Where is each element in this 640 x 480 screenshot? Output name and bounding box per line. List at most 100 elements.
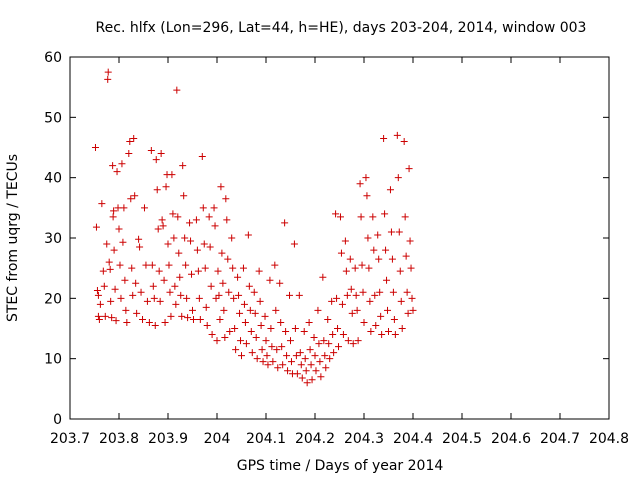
data-point [329,331,337,339]
data-point [145,318,153,326]
data-point [297,361,305,369]
data-point [360,318,368,326]
data-point [135,235,143,243]
data-point [377,312,385,320]
data-point [168,171,176,179]
data-point [215,291,223,299]
data-point [393,131,401,139]
data-point [403,288,411,296]
data-point [103,240,111,248]
data-point [96,300,104,308]
data-point [235,291,243,299]
data-point [405,165,413,173]
data-point [208,331,216,339]
data-point [217,183,225,191]
data-point [205,213,213,221]
data-point [198,153,206,161]
data-point [268,343,276,351]
data-point [236,309,244,317]
data-point [107,297,115,305]
data-point [406,237,414,245]
data-point [111,285,119,293]
data-point [110,246,118,254]
data-point [409,306,417,314]
data-point [336,213,344,221]
data-point [387,228,395,236]
data-point [238,352,245,360]
data-point [321,352,329,360]
data-point [175,249,183,257]
data-point [169,210,177,218]
data-point [212,294,220,302]
data-point [128,264,136,272]
data-point [237,337,245,345]
data-point [150,294,158,302]
data-point [277,318,285,326]
data-point [159,222,167,230]
x-tick-label: 204.7 [540,431,580,447]
data-point [200,240,208,248]
data-point [174,213,182,221]
data-point [359,288,367,296]
data-point [183,294,191,302]
data-point [162,183,170,191]
x-axis: 203.7 203.8 203.9 204 204.1 204.2 204.3 204.4 20… [50,57,629,447]
data-point [262,337,270,345]
data-point [115,225,123,233]
data-point [131,192,139,200]
data-point [315,340,323,348]
data-point [370,246,378,254]
data-point [404,309,412,317]
data-point [341,237,349,245]
data-point [319,273,327,281]
x-tick-label: 204.3 [344,431,384,447]
data-point [241,318,249,326]
data-point [155,267,163,275]
data-point [301,355,309,363]
data-point [295,291,303,299]
data-point [136,243,144,251]
data-point [281,219,289,227]
data-point [193,246,201,254]
data-point [269,358,277,366]
data-point [271,261,279,269]
y-tick-label: 20 [44,291,62,307]
data-point [126,137,134,145]
data-point [127,195,135,203]
x-tick-label: 204.6 [491,431,531,447]
x-tick-label: 204.5 [442,431,482,447]
data-point [203,321,211,329]
data-point [333,294,341,302]
data-point [244,231,252,239]
data-point [201,264,209,272]
data-point [330,349,338,357]
data-point [328,297,336,305]
data-point [263,352,271,360]
data-point [148,261,156,269]
data-point [407,264,415,272]
data-point [380,134,388,142]
data-point [312,367,320,375]
data-point [253,355,261,363]
data-point [93,286,101,294]
data-point [167,312,175,320]
data-point [358,261,366,269]
data-point [322,364,330,372]
data-point [272,306,280,314]
data-point [402,252,410,260]
data-point [300,328,308,336]
data-point [259,358,267,366]
data-point [214,267,222,275]
data-point [101,312,109,320]
data-point [347,285,355,293]
data-point [242,340,250,348]
data-point [234,273,242,281]
data-point [386,186,394,194]
data-point [267,325,275,332]
data-point [391,331,399,339]
data-point [173,86,181,94]
data-point [118,160,126,168]
data-point [172,300,180,308]
y-tick-label: 40 [44,171,62,187]
data-point [114,204,122,212]
